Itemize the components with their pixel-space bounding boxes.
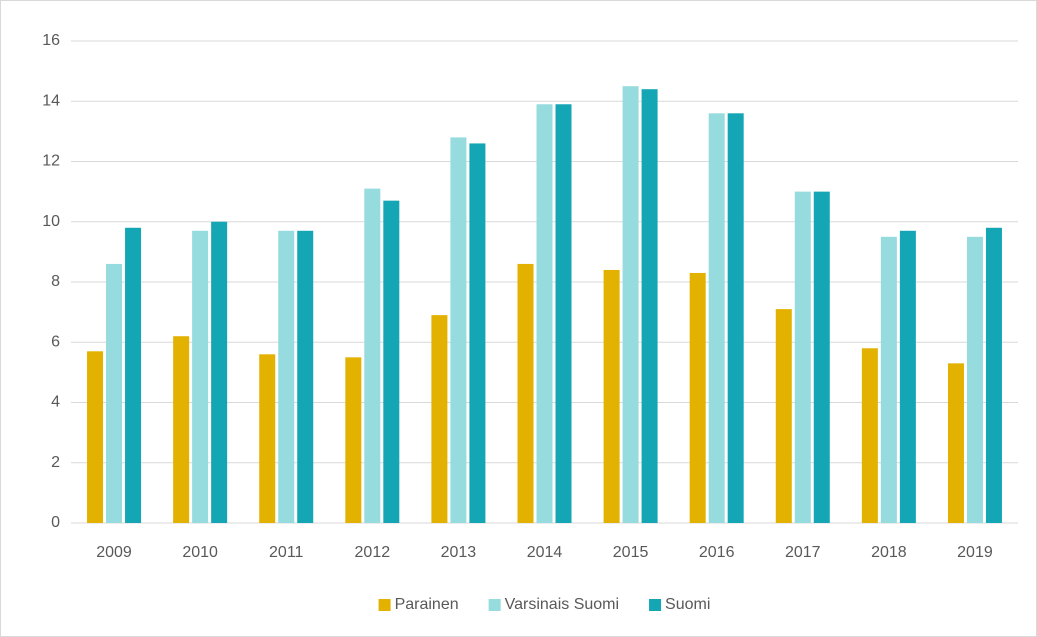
bar bbox=[278, 230, 295, 523]
bar bbox=[727, 113, 744, 524]
bar bbox=[813, 191, 830, 523]
bar bbox=[899, 230, 916, 523]
x-tick-label: 2016 bbox=[699, 544, 735, 561]
bar bbox=[192, 230, 209, 523]
bar bbox=[603, 269, 620, 523]
x-tick-label: 2017 bbox=[785, 544, 821, 561]
legend-swatch bbox=[378, 599, 391, 611]
y-tick-label: 0 bbox=[51, 514, 60, 531]
y-tick-label: 14 bbox=[42, 92, 60, 109]
bar bbox=[106, 263, 123, 523]
x-tick-label: 2015 bbox=[613, 544, 649, 561]
x-tick-label: 2011 bbox=[269, 544, 304, 561]
y-tick-label: 2 bbox=[51, 454, 60, 471]
bar bbox=[125, 227, 142, 523]
bar bbox=[966, 236, 983, 523]
bar bbox=[345, 357, 362, 523]
bar bbox=[211, 221, 228, 523]
bar bbox=[364, 188, 381, 524]
y-tick-label: 8 bbox=[51, 273, 60, 290]
bar bbox=[259, 354, 276, 523]
x-tick-label: 2009 bbox=[96, 544, 132, 561]
bar bbox=[173, 336, 190, 523]
bar bbox=[947, 363, 964, 523]
y-tick-label: 12 bbox=[42, 153, 60, 170]
bar bbox=[985, 227, 1002, 523]
legend-swatch bbox=[488, 599, 501, 611]
x-tick-label: 2010 bbox=[182, 544, 218, 561]
bar bbox=[555, 104, 572, 523]
bar bbox=[689, 272, 706, 523]
bar bbox=[297, 230, 314, 523]
legend-label: Suomi bbox=[665, 596, 710, 613]
y-tick-label: 10 bbox=[42, 213, 60, 230]
bar bbox=[383, 200, 400, 523]
bar bbox=[880, 236, 897, 523]
x-tick-label: 2012 bbox=[355, 544, 391, 561]
legend-swatch bbox=[649, 599, 662, 611]
bar bbox=[794, 191, 811, 523]
bar bbox=[431, 315, 448, 523]
bar bbox=[450, 137, 467, 523]
legend-label: Varsinais Suomi bbox=[505, 596, 619, 613]
x-tick-label: 2019 bbox=[957, 544, 993, 561]
bar bbox=[469, 143, 486, 524]
y-tick-label: 16 bbox=[42, 32, 60, 49]
y-tick-label: 6 bbox=[51, 333, 60, 350]
bar bbox=[708, 113, 725, 524]
x-tick-label: 2013 bbox=[441, 544, 477, 561]
x-tick-label: 2014 bbox=[527, 544, 563, 561]
legend-label: Parainen bbox=[395, 596, 459, 613]
bar bbox=[517, 263, 534, 523]
bar bbox=[87, 351, 104, 523]
y-tick-label: 4 bbox=[51, 394, 60, 411]
bar bbox=[536, 104, 553, 523]
bar bbox=[641, 89, 658, 523]
bar bbox=[622, 86, 639, 523]
x-tick-label: 2018 bbox=[871, 544, 907, 561]
bar bbox=[861, 348, 878, 523]
bar bbox=[775, 309, 792, 523]
